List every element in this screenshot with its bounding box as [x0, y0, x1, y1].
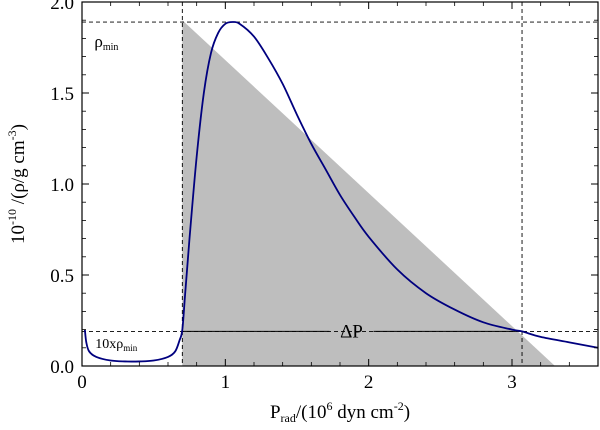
shaded-region-layer	[182, 20, 556, 366]
x-tick-label: 3	[507, 372, 517, 393]
series-line	[83, 21, 598, 363]
reference-lines-layer	[82, 2, 598, 366]
ten-rho-min-label: 10xρmin	[95, 337, 138, 353]
y-tick-label: 0.5	[50, 266, 74, 287]
ticks-layer: 0 1 2 3 0.0 0.5 1.0 1.5 2.0	[50, 0, 598, 393]
x-tick-label: 1	[221, 372, 231, 393]
y-tick-label: 1.0	[50, 175, 74, 196]
x-tick-label: 0	[77, 372, 87, 393]
x-axis-title: Prad/(106 dyn cm-2)	[270, 399, 410, 425]
y-tick-label: 0.0	[50, 357, 74, 378]
curve-layer	[83, 21, 598, 363]
y-tick-label: 2.0	[50, 0, 74, 14]
shaded-triangle	[182, 20, 556, 366]
x-tick-label: 2	[364, 372, 374, 393]
y-axis-title: 10-10 /(ρ/g cm-3)	[5, 124, 29, 244]
annotations-layer: ρmin 10xρmin ΔP	[94, 32, 363, 353]
delta-p-label: ΔP	[340, 321, 363, 342]
rho-min-label: ρmin	[94, 32, 118, 53]
y-tick-label: 1.5	[50, 84, 74, 105]
axis-titles-layer: Prad/(106 dyn cm-2) 10-10 /(ρ/g cm-3)	[5, 124, 410, 425]
